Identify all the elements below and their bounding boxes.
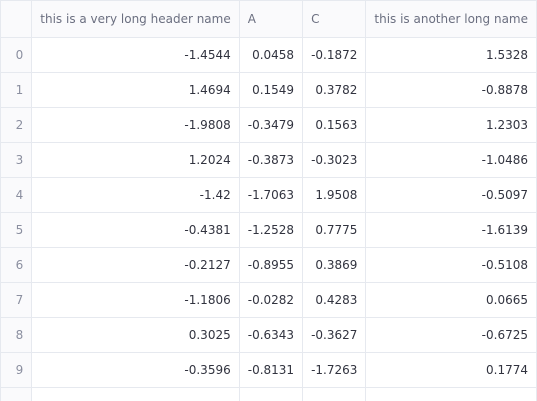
table-row: 2 -1.9808 -0.3479 0.1563 1.2303 [1, 107, 537, 143]
table-cell[interactable]: -0.3023 [302, 142, 367, 178]
table-cell[interactable]: -1.7263 [302, 352, 367, 388]
table-cell[interactable]: 0.1549 [239, 72, 304, 108]
table-cell[interactable]: 1.9508 [302, 177, 367, 213]
table-cell[interactable]: -0.3479 [239, 107, 304, 143]
table-row: 9 -0.3596 -0.8131 -1.7263 0.1774 [1, 352, 537, 388]
table-cell[interactable]: 0.1774 [365, 352, 537, 388]
table-row: 4 -1.42 -1.7063 1.9508 -0.5097 [1, 177, 537, 213]
table-cell[interactable]: -0.3873 [239, 142, 304, 178]
row-index: 4 [1, 177, 33, 213]
table-cell[interactable]: -1.4544 [31, 37, 240, 73]
header-row: this is a very long header name A C this… [1, 1, 537, 38]
row-index: 9 [1, 352, 33, 388]
table-cell[interactable]: 0.0458 [239, 37, 304, 73]
index-header[interactable] [1, 1, 33, 38]
table-cell[interactable]: 0.3782 [302, 72, 367, 108]
table-cell-partial [302, 387, 367, 401]
table-cell[interactable]: 1.2303 [365, 107, 537, 143]
table-row: 5 -0.4381 -1.2528 0.7775 -1.6139 [1, 212, 537, 248]
table-cell[interactable]: -1.9808 [31, 107, 240, 143]
table-cell[interactable]: -1.7063 [239, 177, 304, 213]
row-index-partial [1, 387, 33, 401]
table-cell[interactable]: -0.3627 [302, 317, 367, 353]
table-cell[interactable]: 0.1563 [302, 107, 367, 143]
table-cell[interactable]: -1.6139 [365, 212, 537, 248]
table-cell[interactable]: -0.2127 [31, 247, 240, 283]
column-header-another-long-name[interactable]: this is another long name [365, 1, 537, 38]
table-cell[interactable]: -0.8878 [365, 72, 537, 108]
table-cell[interactable]: -0.5097 [365, 177, 537, 213]
table-cell-partial [239, 387, 304, 401]
row-index: 7 [1, 282, 33, 318]
table-cell[interactable]: 1.2024 [31, 142, 240, 178]
row-index: 1 [1, 72, 33, 108]
table-cell[interactable]: -0.8955 [239, 247, 304, 283]
table-cell[interactable]: 1.5328 [365, 37, 537, 73]
table-cell[interactable]: -0.6725 [365, 317, 537, 353]
column-header-long-name[interactable]: this is a very long header name [31, 1, 240, 38]
column-header-c[interactable]: C [302, 1, 367, 38]
table-cell[interactable]: 0.3025 [31, 317, 240, 353]
row-index: 0 [1, 37, 33, 73]
table-cell[interactable]: 0.3869 [302, 247, 367, 283]
table-cell[interactable]: -1.2528 [239, 212, 304, 248]
table-cell[interactable]: -0.4381 [31, 212, 240, 248]
row-index: 5 [1, 212, 33, 248]
row-index: 6 [1, 247, 33, 283]
table-row: 6 -0.2127 -0.8955 0.3869 -0.5108 [1, 247, 537, 283]
table-cell[interactable]: -0.6343 [239, 317, 304, 353]
table-cell[interactable]: 0.0665 [365, 282, 537, 318]
table-cell[interactable]: -1.0486 [365, 142, 537, 178]
table-row-partial [1, 387, 537, 401]
table-cell[interactable]: -0.1872 [302, 37, 367, 73]
table-row: 1 1.4694 0.1549 0.3782 -0.8878 [1, 72, 537, 108]
table-cell[interactable]: -0.3596 [31, 352, 240, 388]
row-index: 3 [1, 142, 33, 178]
table-row: 7 -1.1806 -0.0282 0.4283 0.0665 [1, 282, 537, 318]
table-row: 8 0.3025 -0.6343 -0.3627 -0.6725 [1, 317, 537, 353]
table-cell[interactable]: 0.4283 [302, 282, 367, 318]
column-header-a[interactable]: A [239, 1, 304, 38]
row-index: 8 [1, 317, 33, 353]
table-cell-partial [31, 387, 240, 401]
table-cell-partial [365, 387, 537, 401]
table-cell[interactable]: -0.5108 [365, 247, 537, 283]
table-cell[interactable]: 1.4694 [31, 72, 240, 108]
table-row: 3 1.2024 -0.3873 -0.3023 -1.0486 [1, 142, 537, 178]
row-index: 2 [1, 107, 33, 143]
table-cell[interactable]: -1.42 [31, 177, 240, 213]
table-cell[interactable]: -0.8131 [239, 352, 304, 388]
table-cell[interactable]: -1.1806 [31, 282, 240, 318]
table-cell[interactable]: 0.7775 [302, 212, 367, 248]
table-cell[interactable]: -0.0282 [239, 282, 304, 318]
table-row: 0 -1.4544 0.0458 -0.1872 1.5328 [1, 37, 537, 73]
